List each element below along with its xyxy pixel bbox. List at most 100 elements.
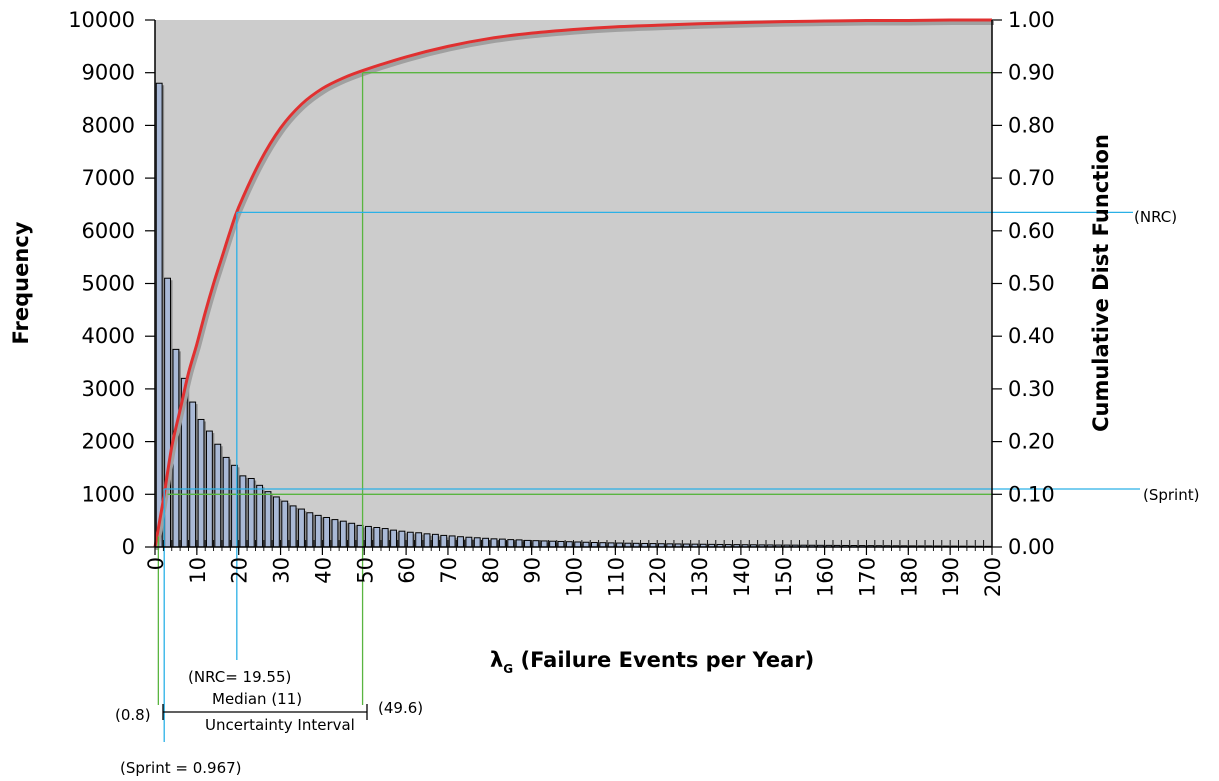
bar <box>498 538 506 548</box>
sprint-bottom-label: (Sprint = 0.967) <box>120 759 242 777</box>
y-tick-label: 9000 <box>82 61 135 85</box>
y-tick-label: 5000 <box>82 272 135 296</box>
bar <box>222 456 230 548</box>
bar <box>323 516 331 548</box>
bar <box>298 508 305 548</box>
bar <box>197 418 205 548</box>
interval-upper-label: (49.6) <box>378 699 423 717</box>
x-tick-label: 120 <box>646 557 670 597</box>
y2-tick-label: 0.60 <box>1008 219 1055 243</box>
y2-tick-label: 0.10 <box>1008 482 1055 506</box>
bar <box>155 82 163 548</box>
bar <box>314 514 322 548</box>
bar <box>331 519 339 548</box>
bar <box>390 529 397 548</box>
y2-tick-label: 0.80 <box>1008 113 1055 137</box>
x-tick-label: 170 <box>855 557 879 597</box>
y2-tick-label: 0.90 <box>1008 61 1055 85</box>
y-axis-title: Frequency <box>9 221 33 344</box>
bar <box>365 525 372 548</box>
bar <box>540 540 548 548</box>
bar <box>457 536 464 548</box>
bar <box>264 491 272 548</box>
axes <box>145 19 1002 555</box>
y-tick-label: 4000 <box>82 324 135 348</box>
x-tick-label: 70 <box>437 557 461 584</box>
y2-tick-label: 0.00 <box>1008 535 1055 559</box>
bar <box>431 533 439 548</box>
bar <box>373 527 381 548</box>
bar <box>381 528 389 548</box>
x-tick-label: 80 <box>479 557 503 584</box>
median-label: Median (11) <box>212 690 302 708</box>
y-tick-label: 0 <box>122 535 135 559</box>
bar <box>423 533 431 548</box>
x-tick-label: 110 <box>604 557 628 597</box>
x-tick-label: 160 <box>814 557 838 597</box>
tick-labels: 0100020003000400050006000700080009000100… <box>68 8 1055 597</box>
x-tick-label: 0 <box>144 557 168 570</box>
y-tick-label: 1000 <box>82 482 135 506</box>
x-tick-label: 100 <box>563 557 587 597</box>
y2-tick-label: 0.30 <box>1008 377 1055 401</box>
y2-tick-label: 0.70 <box>1008 166 1055 190</box>
sprint-right-label: (Sprint) <box>1143 486 1199 504</box>
bar <box>532 540 540 548</box>
bar <box>272 496 280 548</box>
x-tick-label: 60 <box>395 557 419 584</box>
bar <box>415 532 423 548</box>
bar <box>440 534 448 548</box>
interval-lower-label: (0.8) <box>115 706 151 724</box>
y2-tick-label: 1.00 <box>1008 8 1055 32</box>
y-tick-label: 10000 <box>68 8 135 32</box>
bar <box>339 520 347 548</box>
bar <box>406 531 414 548</box>
plot-area <box>155 20 992 547</box>
x-axis-title-lambda: λ <box>490 648 503 672</box>
bar <box>465 536 473 548</box>
x-tick-label: 90 <box>521 557 545 584</box>
bar <box>448 535 456 548</box>
x-tick-label: 140 <box>730 557 754 597</box>
y2-axis-title: Cumulative Dist Function <box>1089 134 1113 432</box>
bar <box>507 539 515 548</box>
y2-tick-label: 0.50 <box>1008 272 1055 296</box>
y-tick-label: 8000 <box>82 113 135 137</box>
bar <box>524 539 531 548</box>
x-tick-label: 150 <box>772 557 796 597</box>
x-axis-title-rest: (Failure Events per Year) <box>513 648 814 672</box>
bar <box>239 475 247 548</box>
bar <box>557 540 565 548</box>
x-tick-label: 130 <box>688 557 712 597</box>
bar <box>473 537 481 548</box>
bar <box>306 512 314 548</box>
cdf-curve <box>153 18 995 551</box>
bar <box>348 522 356 548</box>
y-tick-label: 3000 <box>82 377 135 401</box>
cdf-line-shadow <box>155 20 995 551</box>
y2-tick-label: 0.40 <box>1008 324 1055 348</box>
bar <box>289 505 297 548</box>
reference-lines <box>157 72 1140 742</box>
y-tick-label: 6000 <box>82 219 135 243</box>
bar <box>549 540 557 548</box>
x-tick-label: 200 <box>981 557 1005 597</box>
y2-tick-label: 0.20 <box>1008 430 1055 454</box>
bar <box>565 541 573 548</box>
cdf-line <box>153 18 993 548</box>
x-tick-label: 30 <box>270 557 294 584</box>
x-axis-title-subscript: G <box>503 662 513 676</box>
nrc-right-label: (NRC) <box>1134 208 1177 226</box>
y-tick-label: 2000 <box>82 430 135 454</box>
x-tick-label: 40 <box>311 557 335 584</box>
x-tick-label: 10 <box>186 557 210 584</box>
x-tick-label: 180 <box>897 557 921 597</box>
bar <box>515 539 523 548</box>
bar <box>574 541 582 548</box>
nrc-bottom-label: (NRC= 19.55) <box>188 668 291 686</box>
interval-label: Uncertainty Interval <box>205 716 355 734</box>
x-tick-label: 20 <box>228 557 252 584</box>
bar <box>281 500 289 548</box>
bar <box>398 530 406 548</box>
